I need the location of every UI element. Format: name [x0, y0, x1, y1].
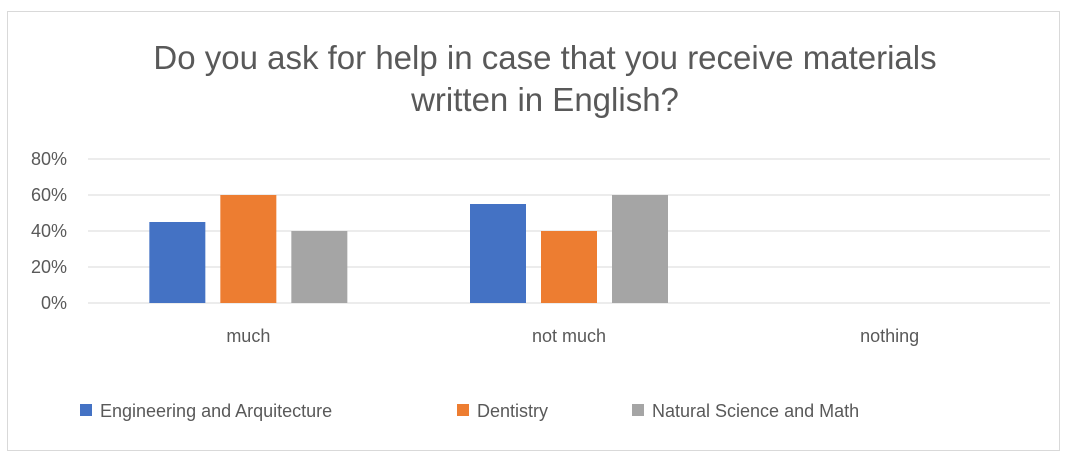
bars	[149, 195, 668, 303]
legend-swatch	[80, 404, 92, 416]
legend: Engineering and Arquitecture Dentistry Nat…	[80, 401, 859, 421]
bar	[291, 231, 348, 303]
y-tick-label: 60%	[31, 185, 67, 205]
legend-label: Engineering and Arquitecture	[100, 401, 332, 421]
chart-title-line-2: written in English?	[410, 81, 679, 118]
x-tick-label: much	[226, 326, 270, 346]
y-axis: 0% 20% 40% 60% 80%	[31, 149, 67, 313]
y-tick-label: 40%	[31, 221, 67, 241]
bar-chart: Do you ask for help in case that you rec…	[31, 39, 1050, 421]
bar	[541, 231, 597, 303]
x-tick-label: nothing	[860, 326, 919, 346]
x-axis: much not much nothing	[226, 326, 919, 346]
legend-label: Natural Science and Math	[652, 401, 859, 421]
bar	[149, 222, 206, 303]
bar	[220, 195, 277, 303]
legend-swatch	[632, 404, 644, 416]
y-tick-label: 80%	[31, 149, 67, 169]
chart-title-line-1: Do you ask for help in case that you rec…	[153, 39, 936, 76]
bar	[470, 204, 526, 303]
y-tick-label: 20%	[31, 257, 67, 277]
legend-swatch	[457, 404, 469, 416]
x-tick-label: not much	[532, 326, 606, 346]
legend-label: Dentistry	[477, 401, 548, 421]
y-tick-label: 0%	[41, 293, 67, 313]
bar	[612, 195, 668, 303]
